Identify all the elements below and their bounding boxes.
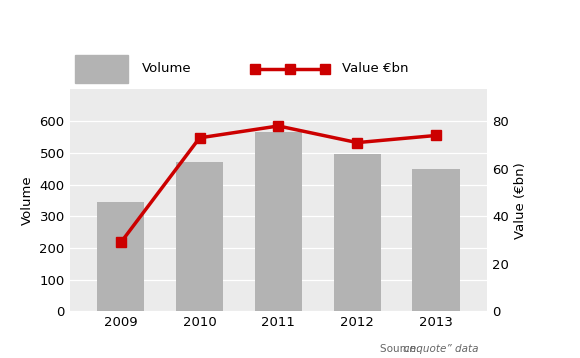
- Bar: [97, 202, 144, 311]
- Y-axis label: Value (€bn): Value (€bn): [514, 162, 527, 239]
- Bar: [334, 154, 381, 311]
- Bar: [412, 169, 459, 311]
- Bar: [75, 55, 128, 83]
- Text: Volume: Volume: [142, 62, 192, 76]
- Bar: [176, 163, 223, 311]
- Text: Source:: Source:: [380, 344, 423, 354]
- Text: European private equity buyouts: European private equity buyouts: [255, 15, 563, 34]
- Text: unquote” data: unquote” data: [403, 344, 478, 354]
- Bar: [255, 132, 302, 311]
- Y-axis label: Volume: Volume: [21, 176, 34, 225]
- Text: Value €bn: Value €bn: [342, 62, 409, 76]
